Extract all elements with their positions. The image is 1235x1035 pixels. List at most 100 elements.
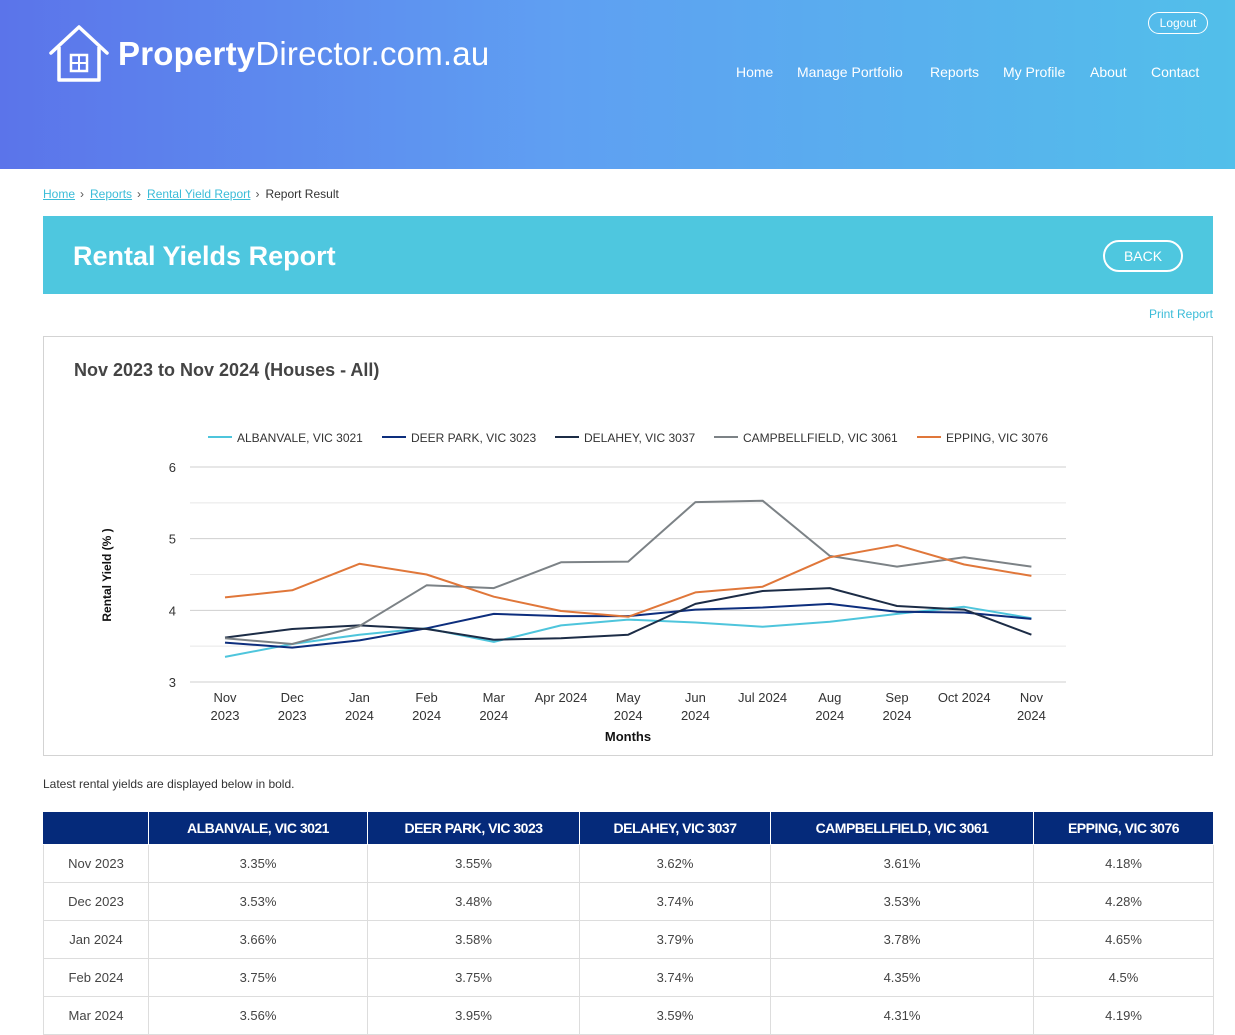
- yield-cell: 4.65%: [1033, 920, 1214, 959]
- yield-cell: 4.35%: [770, 958, 1034, 997]
- x-tick-label: Oct 2024: [938, 690, 991, 705]
- breadcrumb-home[interactable]: Home: [43, 187, 76, 201]
- yield-cell: 3.78%: [770, 920, 1034, 959]
- page-banner: Rental Yields Report BACK: [43, 216, 1213, 294]
- yield-cell: 3.59%: [579, 996, 771, 1035]
- yield-cell: 3.75%: [367, 958, 580, 997]
- x-tick-label: May: [616, 690, 641, 705]
- x-tick-label: Aug: [818, 690, 841, 705]
- row-month-cell: Mar 2024: [43, 996, 149, 1035]
- main-nav: Home Manage Portfolio Reports My Profile…: [0, 63, 1235, 83]
- yield-cell: 3.79%: [579, 920, 771, 959]
- legend-label: CAMPBELLFIELD, VIC 3061: [743, 431, 898, 445]
- row-month-cell: Dec 2023: [43, 882, 149, 921]
- yield-cell: 3.53%: [148, 882, 368, 921]
- row-month-cell: Nov 2023: [43, 844, 149, 883]
- x-tick-label: 2024: [681, 708, 710, 723]
- nav-home[interactable]: Home: [736, 64, 774, 80]
- breadcrumb-reports[interactable]: Reports: [90, 187, 133, 201]
- row-month-cell: Feb 2024: [43, 958, 149, 997]
- breadcrumb-rental-yield-report[interactable]: Rental Yield Report: [147, 187, 251, 201]
- yield-cell: 3.74%: [579, 958, 771, 997]
- back-button[interactable]: BACK: [1103, 240, 1183, 272]
- x-tick-label: Nov: [1020, 690, 1044, 705]
- site-header: PropertyDirector.com.au Logout Home Mana…: [0, 0, 1235, 169]
- table-row: Mar 2024 3.56% 3.95% 3.59% 4.31% 4.19%: [43, 996, 1214, 1035]
- x-tick-label: Jan: [349, 690, 370, 705]
- column-header: CAMPBELLFIELD, VIC 3061: [770, 811, 1034, 845]
- yield-cell: 3.55%: [367, 844, 580, 883]
- yield-cell: 3.53%: [770, 882, 1034, 921]
- yield-cell: 3.74%: [579, 882, 771, 921]
- logo-text: PropertyDirector.com.au: [118, 35, 490, 72]
- chevron-right-icon: ›: [80, 187, 85, 201]
- x-tick-label: Apr 2024: [535, 690, 588, 705]
- x-tick-label: 2024: [614, 708, 643, 723]
- x-tick-label: Jul 2024: [738, 690, 787, 705]
- x-tick-label: 2024: [345, 708, 374, 723]
- legend-label: DELAHEY, VIC 3037: [584, 431, 696, 445]
- yield-cell: 3.61%: [770, 844, 1034, 883]
- yield-cell: 4.31%: [770, 996, 1034, 1035]
- x-tick-label: 2024: [883, 708, 912, 723]
- table-row: Jan 2024 3.66% 3.58% 3.79% 3.78% 4.65%: [43, 920, 1214, 959]
- column-header: ALBANVALE, VIC 3021: [148, 811, 368, 845]
- nav-manage-portfolio[interactable]: Manage Portfolio: [797, 64, 903, 80]
- nav-my-profile[interactable]: My Profile: [1003, 64, 1066, 80]
- chart-panel: Nov 2023 to Nov 2024 (Houses - All) 3 4 5 6…: [43, 336, 1213, 756]
- column-header: DEER PARK, VIC 3023: [367, 811, 580, 845]
- legend-label: DEER PARK, VIC 3023: [411, 431, 536, 445]
- y-tick-label: 5: [169, 532, 176, 547]
- y-axis-title: Rental Yield (% ): [100, 528, 114, 621]
- x-tick-label: Feb: [415, 690, 437, 705]
- yield-cell: 3.56%: [148, 996, 368, 1035]
- series-line: [224, 587, 1032, 641]
- x-tick-label: Nov: [213, 690, 237, 705]
- legend-label: ALBANVALE, VIC 3021: [237, 431, 363, 445]
- chevron-right-icon: ›: [137, 187, 142, 201]
- x-tick-label: 2024: [479, 708, 508, 723]
- series-line: [224, 605, 1032, 658]
- table-row: Nov 2023 3.35% 3.55% 3.62% 3.61% 4.18%: [43, 844, 1214, 883]
- table-row: Feb 2024 3.75% 3.75% 3.74% 4.35% 4.5%: [43, 958, 1214, 997]
- yield-cell: 3.58%: [367, 920, 580, 959]
- table-note: Latest rental yields are displayed below…: [43, 777, 295, 791]
- x-tick-label: Jun: [685, 690, 706, 705]
- nav-reports[interactable]: Reports: [930, 64, 980, 80]
- breadcrumb: Home › Reports › Rental Yield Report › Report …: [43, 186, 339, 202]
- x-tick-label: Dec: [281, 690, 305, 705]
- yield-cell: 3.48%: [367, 882, 580, 921]
- nav-contact[interactable]: Contact: [1151, 64, 1200, 80]
- y-tick-label: 3: [169, 675, 176, 690]
- table-header-row: ALBANVALE, VIC 3021 DEER PARK, VIC 3023 …: [43, 811, 1214, 845]
- column-header: [43, 811, 149, 845]
- logout-button[interactable]: Logout: [1148, 12, 1208, 34]
- x-tick-label: 2023: [278, 708, 307, 723]
- yield-cell: 4.18%: [1033, 844, 1214, 883]
- nav-about[interactable]: About: [1090, 64, 1127, 80]
- x-tick-label: 2024: [1017, 708, 1046, 723]
- row-month-cell: Jan 2024: [43, 920, 149, 959]
- y-tick-label: 6: [169, 460, 176, 475]
- site-logo[interactable]: PropertyDirector.com.au: [48, 24, 489, 84]
- column-header: EPPING, VIC 3076: [1033, 811, 1214, 845]
- yield-cell: 3.62%: [579, 844, 771, 883]
- house-logo-icon: [49, 25, 109, 82]
- yield-cell: 4.28%: [1033, 882, 1214, 921]
- x-tick-label: 2023: [211, 708, 240, 723]
- yields-table: ALBANVALE, VIC 3021 DEER PARK, VIC 3023 …: [43, 811, 1214, 1035]
- yield-cell: 3.66%: [148, 920, 368, 959]
- series-line: [224, 544, 1032, 618]
- yield-cell: 3.95%: [367, 996, 580, 1035]
- print-report-link[interactable]: Print Report: [1148, 307, 1213, 321]
- table-row: Dec 2023 3.53% 3.48% 3.74% 3.53% 4.28%: [43, 882, 1214, 921]
- series-line: [224, 499, 1032, 645]
- yield-cell: 4.5%: [1033, 958, 1214, 997]
- y-tick-label: 4: [169, 603, 176, 618]
- page-title: Rental Yields Report: [73, 241, 336, 271]
- yield-cell: 3.75%: [148, 958, 368, 997]
- chevron-right-icon: ›: [255, 187, 260, 201]
- x-tick-label: Sep: [885, 690, 908, 705]
- yield-cell: 4.19%: [1033, 996, 1214, 1035]
